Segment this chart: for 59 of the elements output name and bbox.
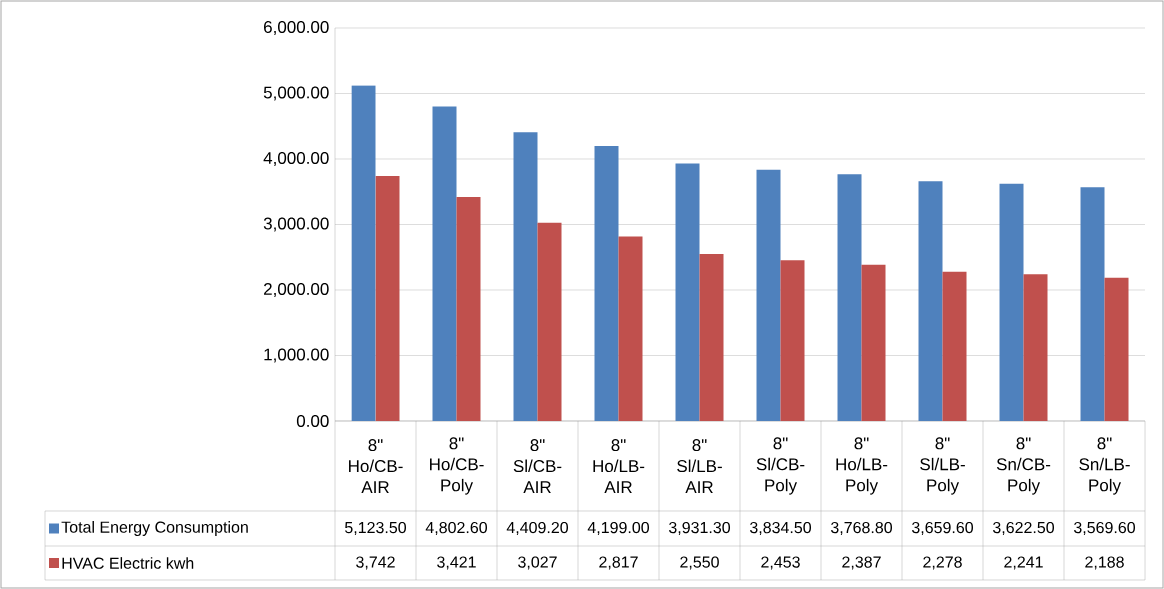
legend-label: Total Energy Consumption (61, 521, 248, 536)
bar (837, 174, 862, 421)
data-label: 2,188 (1085, 556, 1124, 570)
x-tick-label: 8" Ho/CB-Poly (430, 437, 484, 495)
bar (432, 106, 457, 421)
x-tick-label: 8" Ho/LB-AIR (593, 439, 645, 493)
data-label: 3,569.60 (1073, 521, 1136, 536)
bar (942, 271, 967, 421)
data-label: 3,622.50 (992, 521, 1055, 536)
data-label: 4,802.60 (425, 521, 488, 536)
bar (513, 132, 538, 421)
bar (1104, 277, 1129, 421)
x-tick-label: 8" Sl/CB-AIR (513, 439, 562, 493)
legend-label: HVAC Electric kwh (62, 557, 194, 569)
data-label: 5,123.50 (345, 521, 407, 536)
bar (618, 236, 643, 421)
bar (780, 260, 805, 421)
data-label: 3,834.50 (749, 521, 812, 536)
data-label: 3,768.80 (830, 521, 893, 536)
bar (918, 181, 943, 421)
data-label: 2,550 (680, 556, 719, 570)
bar (699, 253, 724, 421)
data-label: 3,742 (356, 556, 395, 570)
data-label: 2,278 (923, 556, 962, 570)
data-label: 3,027 (518, 556, 557, 570)
y-tick-label: 1,000.00 (264, 348, 329, 363)
data-label: 2,387 (842, 556, 881, 570)
bar (594, 145, 619, 421)
bar (675, 163, 700, 421)
y-tick-label: 0.00 (296, 414, 329, 428)
data-label: 4,199.00 (587, 521, 650, 536)
bar (1080, 187, 1105, 421)
x-tick-label: 8" Ho/CB-AIR (349, 439, 403, 493)
x-tick-label: 8" Sl/LB-Poly (920, 437, 965, 495)
x-tick-label: 8" Sl/CB-Poly (756, 437, 805, 495)
y-tick-label: 4,000.00 (263, 151, 329, 167)
data-label: 3,659.60 (911, 521, 974, 536)
y-tick-label: 6,000.00 (264, 20, 329, 36)
bar (999, 183, 1024, 421)
data-label: 2,241 (1004, 556, 1043, 570)
bar (351, 85, 376, 421)
data-label: 3,421 (437, 556, 476, 570)
data-label: 3,931.30 (668, 521, 731, 536)
data-label: 2,817 (599, 556, 638, 570)
bar (1023, 274, 1048, 421)
data-label: 2,453 (761, 556, 800, 570)
x-tick-label: 8" Ho/LB-Poly (836, 437, 888, 495)
x-tick-label: 8" Sl/LB-AIR (677, 439, 722, 493)
bar (537, 222, 562, 421)
bar (456, 196, 481, 421)
y-tick-label: 5,000.00 (263, 86, 329, 101)
bar (861, 264, 886, 421)
x-tick-label: 8" Sn/CB-Poly (996, 437, 1051, 495)
bar (375, 175, 400, 421)
y-tick-label: 3,000.00 (263, 217, 329, 232)
x-tick-label: 8" Sn/LB-Poly (1079, 437, 1130, 495)
bar (756, 169, 781, 421)
y-tick-label: 2,000.00 (264, 282, 329, 298)
data-label: 4,409.20 (506, 521, 569, 536)
